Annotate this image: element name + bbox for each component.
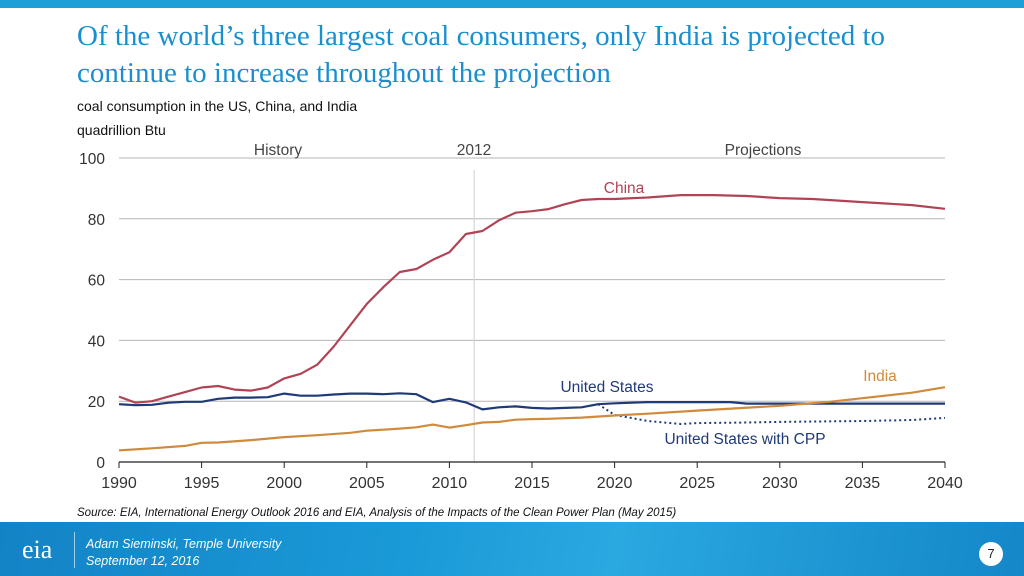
y-tick-label-40: 40 [88,333,106,350]
slide-title: Of the world’s three largest coal consum… [77,20,886,89]
y-tick-label-20: 20 [88,394,106,411]
x-tick-label-2010: 2010 [432,475,468,492]
presentation-date: September 12, 2016 [86,554,200,568]
chart-subtitle: coal consumption in the US, China, and I… [77,98,358,114]
x-tick-label-2020: 2020 [597,475,633,492]
y-tick-label-0: 0 [96,455,105,472]
series-line-china [118,194,946,404]
y-tick-label-100: 100 [79,151,105,168]
series-line-india [118,386,946,452]
projections-label: Projections [725,142,802,159]
page-number-badge: 7 [979,542,1003,566]
x-tick-label-2005: 2005 [349,475,385,492]
x-tick-label-2000: 2000 [266,475,302,492]
series-label-united-states-cpp: United States with CPP [664,431,825,448]
x-tick-label-2035: 2035 [845,475,881,492]
presenter-info: Adam Sieminski, Temple University Septem… [86,536,281,570]
presenter-name: Adam Sieminski, Temple University [86,537,282,551]
footer-divider [74,532,75,568]
year-2012-label: 2012 [457,142,491,159]
y-tick-label-80: 80 [88,212,106,229]
top-accent-bar [0,0,1024,8]
series-lines [118,194,946,452]
x-tick-label-1995: 1995 [184,475,220,492]
gridlines [119,157,945,402]
x-tick-label-2030: 2030 [762,475,798,492]
y-tick-label-60: 60 [88,273,106,290]
source-note: Source: EIA, International Energy Outloo… [77,507,677,519]
x-axis: 1990 1995 2000 2005 2010 2015 2020 2025 2030 2035… [101,461,963,492]
series-label-china: China [604,180,645,197]
series-label-india: India [863,368,897,385]
eia-logo: eia [22,535,53,564]
x-tick-label-2015: 2015 [514,475,550,492]
series-label-united-states: United States [560,379,653,396]
y-axis-ticks: 0 20 40 60 80 100 [79,151,105,472]
series-line-united-states-with-cpp [597,403,946,425]
x-tick-label-2025: 2025 [679,475,715,492]
x-tick-label-2040: 2040 [927,475,963,492]
footer-bar: eia Adam Sieminski, Temple University Se… [0,522,1024,576]
history-label: History [254,142,302,159]
x-tick-label-1990: 1990 [101,475,137,492]
chart-units-label: quadrillion Btu [77,122,166,138]
series-line-united-states [118,392,945,411]
